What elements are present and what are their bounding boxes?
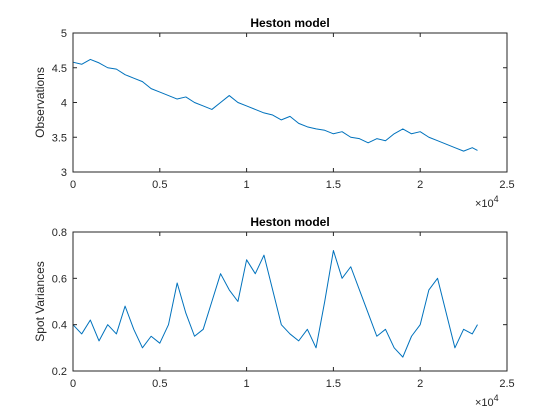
x-exponent-base: ×10 (475, 397, 494, 409)
x-tick-label: 2.5 (499, 378, 514, 390)
x-exponent-label: ×104 (475, 194, 499, 210)
x-tick-label: 2.5 (499, 179, 514, 191)
x-tick-label: 0 (70, 179, 76, 191)
series-line (72, 250, 478, 358)
x-exponent-base: ×10 (475, 198, 494, 210)
x-exponent-label: ×104 (475, 393, 499, 409)
y-tick-label: 3.5 (52, 132, 67, 144)
y-tick-label: 0.6 (52, 273, 67, 285)
y-tick-label: 4.5 (52, 63, 67, 75)
x-tick-label: 1 (244, 378, 250, 390)
chart-panel: 0 0.5 1 1.5 2 2.5 3 3.5 4 4.5 5 Heston model Observa… (33, 16, 515, 210)
y-tick-label: 4 (61, 98, 67, 110)
y-tick-label: 3 (61, 167, 67, 179)
x-tick-label: 0.5 (152, 179, 167, 191)
chart-title: Heston model (250, 16, 329, 30)
y-tick-label: 5 (61, 28, 67, 40)
chart-panel: 0 0.5 1 1.5 2 2.5 0.2 0.4 0.6 0.8 Heston model Spot… (33, 215, 515, 409)
y-tick-label: 0.8 (52, 227, 67, 239)
x-tick-label: 1.5 (326, 378, 341, 390)
y-tick-label: 0.2 (52, 366, 67, 378)
x-tick-label: 0 (70, 378, 76, 390)
plot-area (73, 232, 507, 371)
y-tick-label: 0.4 (52, 320, 67, 332)
series-line (72, 58, 478, 152)
y-axis-label: Observations (33, 67, 47, 138)
chart-panels: 0 0.5 1 1.5 2 2.5 3 3.5 4 4.5 5 Heston model Observa… (33, 16, 515, 409)
x-exponent-power: 4 (494, 393, 499, 403)
plot-area (73, 33, 507, 172)
x-tick-label: 1 (244, 179, 250, 191)
y-axis-label: Spot Variances (33, 261, 47, 342)
x-tick-label: 2 (417, 378, 423, 390)
x-exponent-power: 4 (494, 194, 499, 204)
x-tick-label: 0.5 (152, 378, 167, 390)
x-tick-label: 1.5 (326, 179, 341, 191)
x-tick-label: 2 (417, 179, 423, 191)
chart-title: Heston model (250, 215, 329, 229)
axes-box (72, 231, 508, 372)
